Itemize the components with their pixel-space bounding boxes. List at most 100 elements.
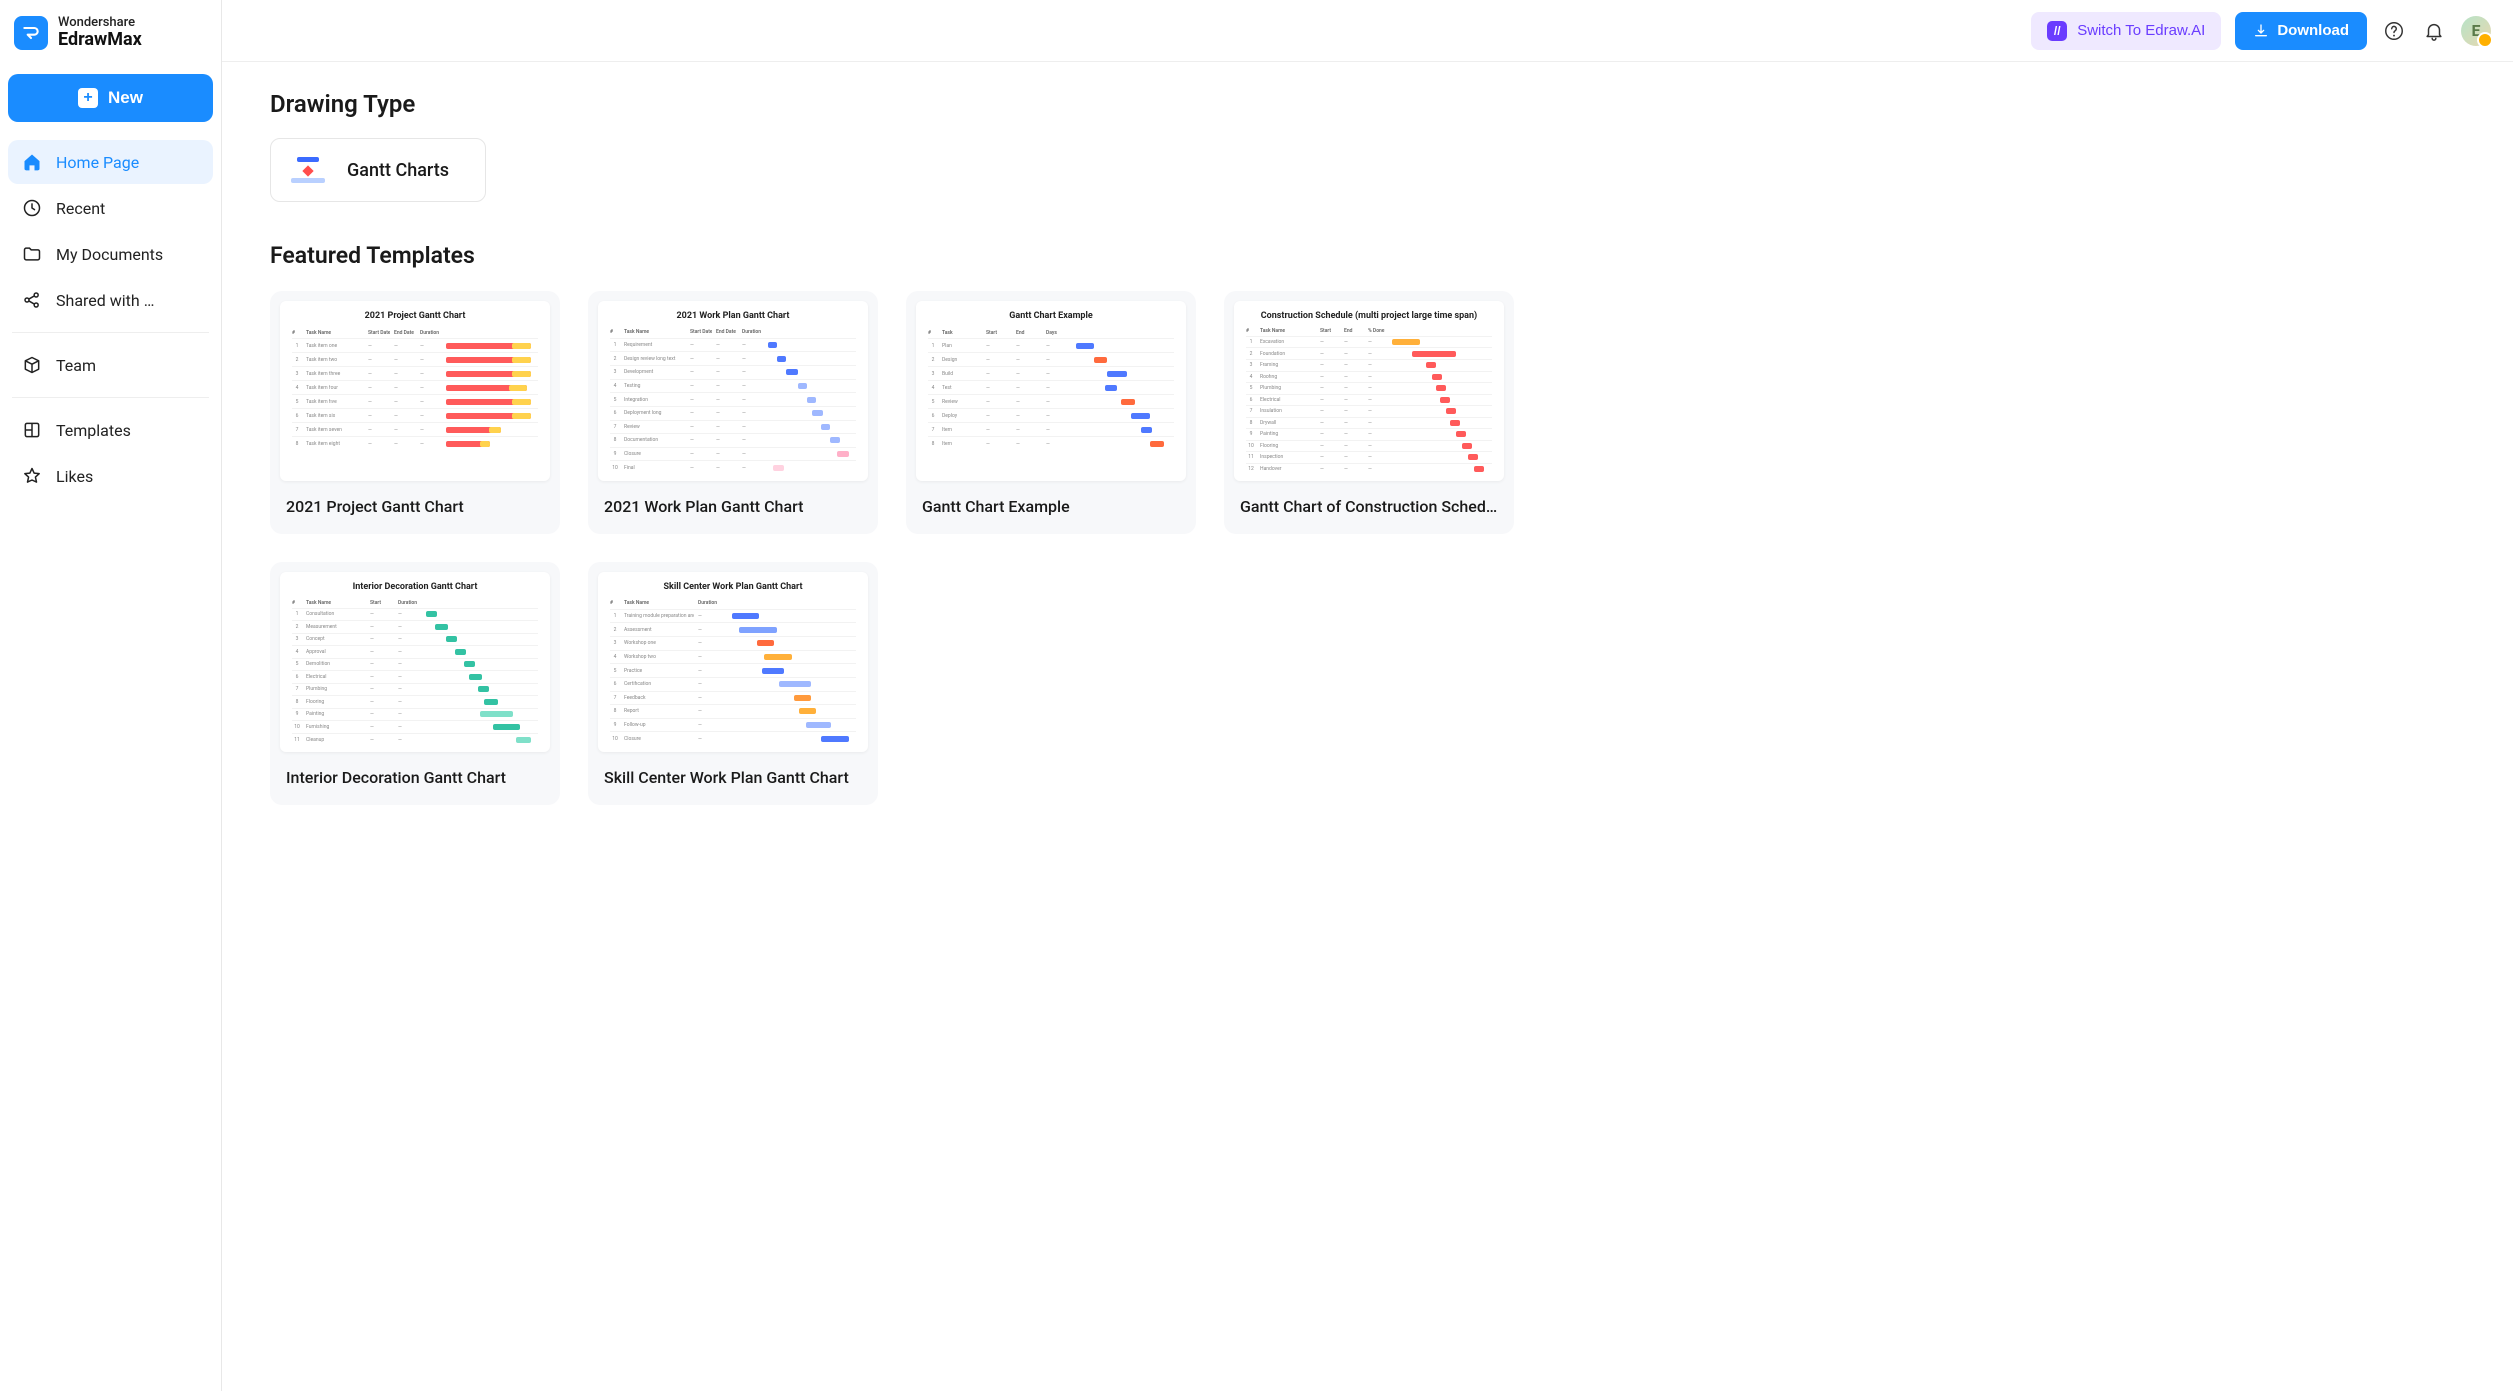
thumb-row: 9Painting——: [292, 709, 538, 721]
content: Drawing Type Gantt Charts Featured Templ…: [222, 62, 2513, 1391]
sidebar-item-label: My Documents: [56, 245, 163, 264]
thumb-header-row: #Task NameDuration: [610, 598, 856, 610]
thumb-row: 2Measurement——: [292, 621, 538, 633]
thumb-row: 2Task item two———: [292, 353, 538, 367]
thumb-row: 10Closure—: [610, 732, 856, 746]
thumb-row: 1Training module preparation and review—: [610, 610, 856, 624]
thumb-row: 1Requirement———: [610, 339, 856, 353]
logo-icon: [14, 16, 48, 50]
thumb-title: Gantt Chart Example: [928, 311, 1174, 321]
template-thumb: Construction Schedule (multi project lar…: [1234, 301, 1504, 481]
template-thumb: 2021 Work Plan Gantt Chart #Task NameStar…: [598, 301, 868, 481]
download-icon: [2253, 23, 2269, 39]
thumb-row: 7Review———: [610, 421, 856, 435]
template-card-label: 2021 Work Plan Gantt Chart: [588, 491, 878, 534]
bell-icon[interactable]: [2421, 18, 2447, 44]
thumb-row: 5Practice—: [610, 664, 856, 678]
sidebar-item-team[interactable]: Team: [8, 343, 213, 387]
thumb-row: 4Roofing———: [1246, 372, 1492, 384]
gantt-type-icon: [291, 157, 325, 183]
template-card[interactable]: Gantt Chart Example#TaskStartEndDays1Pla…: [906, 291, 1196, 534]
share-icon: [22, 290, 42, 310]
thumb-row: 10Flooring———: [1246, 441, 1492, 453]
thumb-header-row: #Task NameStart DateEnd DateDuration: [610, 327, 856, 339]
sidebar-item-docs[interactable]: My Documents: [8, 232, 213, 276]
thumb-row: 8Documentation———: [610, 434, 856, 448]
clock-icon: [22, 198, 42, 218]
thumb-row: 9Closure———: [610, 448, 856, 462]
sidebar-item-templates[interactable]: Templates: [8, 408, 213, 452]
template-card[interactable]: Interior Decoration Gantt Chart#Task Nam…: [270, 562, 560, 805]
thumb-row: 3Task item three———: [292, 367, 538, 381]
thumb-row: 8Drywall———: [1246, 418, 1492, 430]
template-thumb: Skill Center Work Plan Gantt Chart #Task …: [598, 572, 868, 752]
template-card-label: Skill Center Work Plan Gantt Chart: [588, 762, 878, 805]
nav-separator: [12, 397, 209, 398]
new-button[interactable]: + New: [8, 74, 213, 122]
sidebar-item-likes[interactable]: Likes: [8, 454, 213, 498]
thumb-header-row: #TaskStartEndDays: [928, 327, 1174, 339]
thumb-row: 4Testing———: [610, 380, 856, 394]
thumb-row: 3Workshop one—: [610, 637, 856, 651]
thumb-row: 3Development———: [610, 366, 856, 380]
thumb-row: 7Task item seven———: [292, 423, 538, 437]
help-icon[interactable]: [2381, 18, 2407, 44]
thumb-row: 11Inspection———: [1246, 452, 1492, 464]
sidebar-item-recent[interactable]: Recent: [8, 186, 213, 230]
thumb-title: 2021 Work Plan Gantt Chart: [610, 311, 856, 321]
sidebar-item-label: Recent: [56, 199, 105, 218]
cube-icon: [22, 355, 42, 375]
thumb-row: 10Final———: [610, 461, 856, 475]
sidebar-item-label: Team: [56, 356, 96, 375]
thumb-title: Construction Schedule (multi project lar…: [1246, 311, 1492, 321]
template-card-label: 2021 Project Gantt Chart: [270, 491, 560, 534]
star-icon: [22, 466, 42, 486]
thumb-header-row: #Task NameStart DateEnd DateDuration: [292, 327, 538, 339]
thumb-row: 7Insulation———: [1246, 406, 1492, 418]
template-thumb: Gantt Chart Example#TaskStartEndDays1Pla…: [916, 301, 1186, 481]
template-thumb: Interior Decoration Gantt Chart#Task Nam…: [280, 572, 550, 752]
new-button-label: New: [108, 88, 143, 108]
template-thumb: 2021 Project Gantt Chart#Task NameStart …: [280, 301, 550, 481]
thumb-row: 9Painting———: [1246, 429, 1492, 441]
thumb-row: 12Handover———: [1246, 464, 1492, 475]
type-card-gantt[interactable]: Gantt Charts: [270, 138, 486, 202]
template-icon: [22, 420, 42, 440]
thumb-row: 6Certification—: [610, 678, 856, 692]
thumb-title: Skill Center Work Plan Gantt Chart: [610, 582, 856, 592]
featured-heading: Featured Templates: [270, 242, 2465, 269]
template-card[interactable]: 2021 Project Gantt Chart #Task NameStart …: [270, 291, 560, 534]
avatar[interactable]: E: [2461, 16, 2491, 46]
ai-icon: //: [2047, 21, 2067, 41]
sidebar-item-label: Templates: [56, 421, 131, 440]
template-grid: 2021 Project Gantt Chart #Task NameStart …: [270, 291, 2465, 805]
nav-group-main: Home Page Recent My Documents Shared with …: [8, 140, 213, 322]
thumb-row: 4Test———: [928, 381, 1174, 395]
thumb-row: 6Electrical——: [292, 671, 538, 683]
thumb-row: 2Foundation———: [1246, 348, 1492, 360]
download-button[interactable]: Download: [2235, 12, 2367, 50]
nav-group-extra: Templates Likes: [8, 408, 213, 498]
template-card-label: Gantt Chart Example: [906, 491, 1196, 534]
thumb-row: 3Build———: [928, 367, 1174, 381]
thumb-row: 5Task item five———: [292, 395, 538, 409]
nav-separator: [12, 332, 209, 333]
thumb-row: 1Excavation———: [1246, 337, 1492, 349]
thumb-row: 2Design review long text———: [610, 352, 856, 366]
nav-group-team: Team: [8, 343, 213, 387]
sidebar-item-home[interactable]: Home Page: [8, 140, 213, 184]
brand-product: EdrawMax: [58, 30, 142, 50]
template-card[interactable]: 2021 Work Plan Gantt Chart #Task NameStar…: [588, 291, 878, 534]
sidebar-item-label: Shared with …: [56, 291, 154, 310]
template-card-label: Gantt Chart of Construction Sched…: [1224, 491, 1514, 534]
switch-ai-button[interactable]: // Switch To Edraw.AI: [2031, 12, 2221, 50]
sidebar-item-label: Likes: [56, 467, 93, 486]
sidebar-item-shared[interactable]: Shared with …: [8, 278, 213, 322]
sidebar: Wondershare EdrawMax + New Home Page Rece…: [0, 0, 222, 1391]
template-card[interactable]: Construction Schedule (multi project lar…: [1224, 291, 1514, 534]
thumb-row: 6Deploy———: [928, 409, 1174, 423]
logo[interactable]: Wondershare EdrawMax: [8, 14, 213, 64]
template-card[interactable]: Skill Center Work Plan Gantt Chart #Task …: [588, 562, 878, 805]
thumb-row: 6Deployment long———: [610, 407, 856, 421]
topbar: // Switch To Edraw.AI Download E: [222, 0, 2513, 62]
